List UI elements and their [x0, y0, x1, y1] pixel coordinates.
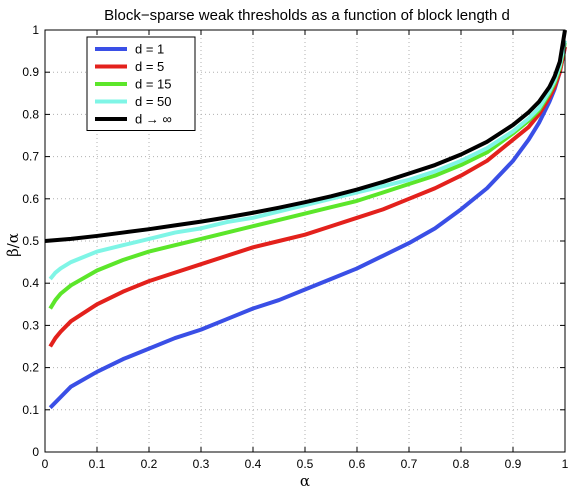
y-tick-label: 1: [32, 23, 39, 37]
y-tick-label: 0.2: [22, 361, 39, 375]
chart-title: Block−sparse weak thresholds as a functi…: [104, 7, 510, 24]
legend-label: d = 50: [135, 94, 172, 109]
legend-label: d → ∞: [135, 112, 172, 127]
x-tick-label: 0.9: [505, 457, 522, 471]
legend-label: d = 15: [135, 77, 172, 92]
y-axis-label: β/α: [4, 233, 22, 257]
x-tick-label: 0.1: [89, 457, 106, 471]
y-tick-label: 0.4: [22, 276, 39, 290]
x-tick-label: 0.4: [245, 457, 262, 471]
x-tick-label: 0.7: [401, 457, 418, 471]
series-line-5: [44, 29, 567, 243]
y-tick-label: 0.6: [22, 192, 39, 206]
y-tick-label: 0.9: [22, 65, 39, 79]
series-line-2: [48, 46, 567, 348]
series-line-1: [48, 46, 567, 410]
axis-ticks: 0 0.1 0.2 0.3 0.4 0.5 0.6 0.7 0.8 0.9 1 0 0.1 0.2 0.3 0…: [22, 23, 568, 471]
y-tick-label: 0: [32, 445, 39, 459]
legend: d = 1 d = 5 d = 15 d = 50 d → ∞: [86, 36, 196, 131]
grid-lines: [45, 30, 565, 452]
x-tick-label: 0.3: [193, 457, 210, 471]
series-layer: [44, 29, 567, 410]
x-axis-label: α: [300, 472, 310, 490]
y-tick-label: 0.3: [22, 318, 39, 332]
y-tick-label: 0.8: [22, 107, 39, 121]
x-tick-label: 0.8: [453, 457, 470, 471]
legend-label: d = 5: [135, 59, 164, 74]
x-tick-label: 0.2: [141, 457, 158, 471]
legend-label: d = 1: [135, 42, 164, 57]
x-tick-label: 0.5: [297, 457, 314, 471]
y-tick-label: 0.1: [22, 403, 39, 417]
y-tick-label: 0.5: [22, 234, 39, 248]
x-tick-label: 0: [42, 457, 49, 471]
x-tick-label: 1: [562, 457, 569, 471]
series-line-4: [48, 40, 567, 281]
x-tick-label: 0.6: [349, 457, 366, 471]
y-tick-label: 0.7: [22, 150, 39, 164]
